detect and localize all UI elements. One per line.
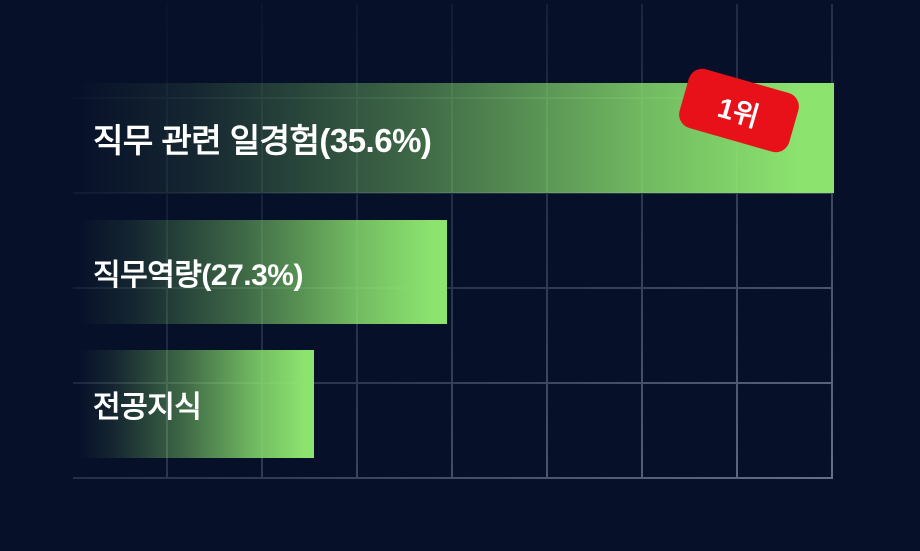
bar-label-job-experience: 직무 관련 일경험(35.6%) (93, 122, 432, 159)
bar-job-competency: 직무역량(27.3%) (78, 220, 447, 324)
rank-1-badge-label: 1위 (714, 91, 763, 133)
bar-label-job-competency: 직무역량(27.3%) (93, 259, 303, 292)
bar-label-major-knowledge: 전공지식 (93, 391, 202, 424)
bar-major-knowledge: 전공지식 (78, 350, 314, 458)
